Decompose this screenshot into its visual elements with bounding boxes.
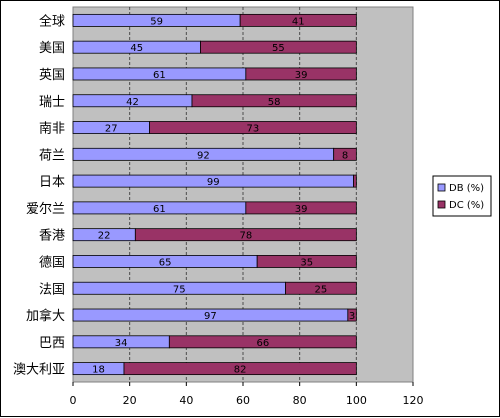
data-label-db: 42 <box>126 97 139 108</box>
category-label: 法国 <box>39 282 65 297</box>
bar-dc <box>239 13 357 27</box>
data-label-db: 59 <box>150 16 163 27</box>
category-label: 澳大利亚 <box>13 362 65 378</box>
bar-dc <box>245 67 357 81</box>
bar-dc <box>245 201 357 215</box>
data-label-db: 18 <box>92 365 105 376</box>
data-label-dc: 39 <box>295 70 308 81</box>
category-label: 加拿大 <box>26 308 65 324</box>
data-label-db: 22 <box>98 231 111 242</box>
data-label-db: 27 <box>105 124 118 135</box>
data-label-dc: 35 <box>300 257 313 268</box>
bar-dc <box>347 308 357 322</box>
bar-dc <box>353 174 357 188</box>
category-label: 香港 <box>39 229 65 244</box>
data-label-dc: 78 <box>239 231 252 242</box>
legend-swatch-db <box>437 183 446 192</box>
bar-dc <box>256 255 357 268</box>
bar-dc <box>285 281 357 295</box>
data-label-db: 92 <box>197 150 210 161</box>
data-label-dc: 3 <box>349 311 355 322</box>
data-label-dc: 73 <box>247 124 260 135</box>
x-tick-label: 100 <box>346 394 367 407</box>
data-label-dc: 41 <box>292 16 305 27</box>
category-label: 瑞士 <box>39 95 65 110</box>
data-label-dc: 39 <box>295 204 308 215</box>
bar-dc <box>123 362 357 376</box>
category-label: 南非 <box>39 121 65 137</box>
data-label-db: 34 <box>115 338 128 349</box>
legend-label-db: DB (%) <box>449 183 484 194</box>
data-label-dc: 66 <box>256 338 269 349</box>
legend <box>432 175 492 217</box>
data-label-db: 99 <box>207 177 220 188</box>
category-label: 全球 <box>39 13 65 29</box>
category-label: 爱尔兰 <box>26 202 65 217</box>
x-tick-label: 120 <box>403 394 424 407</box>
data-label-dc: 58 <box>268 97 281 108</box>
x-tick-label: 60 <box>236 394 250 407</box>
bar-dc <box>191 94 357 108</box>
data-label-db: 65 <box>159 257 172 268</box>
data-label-db: 75 <box>173 284 186 295</box>
category-label: 荷兰 <box>39 148 65 163</box>
bar-dc <box>134 228 357 242</box>
category-label: 美国 <box>39 41 65 56</box>
category-label: 德国 <box>39 255 65 270</box>
data-label-dc: 55 <box>272 43 285 54</box>
bar-dc <box>168 335 357 349</box>
legend-label-dc: DC (%) <box>449 200 484 211</box>
data-label-db: 97 <box>204 311 217 322</box>
data-label-db: 61 <box>153 70 166 81</box>
category-label: 英国 <box>39 68 65 83</box>
x-tick-label: 0 <box>70 394 77 407</box>
x-tick-label: 20 <box>123 394 137 407</box>
data-label-dc: 25 <box>315 284 328 295</box>
bar-dc <box>333 147 357 161</box>
category-label: 日本 <box>39 175 65 190</box>
x-tick-label: 80 <box>293 394 307 407</box>
bar-dc <box>200 40 357 54</box>
data-label-dc: 8 <box>342 150 348 161</box>
data-label-db: 61 <box>153 204 166 215</box>
data-label-dc: 82 <box>234 365 247 376</box>
category-label: 巴西 <box>39 336 65 351</box>
legend-swatch-dc <box>437 200 446 209</box>
bar-dc <box>149 121 357 134</box>
x-tick-label: 40 <box>179 394 193 407</box>
data-label-db: 45 <box>130 43 143 54</box>
